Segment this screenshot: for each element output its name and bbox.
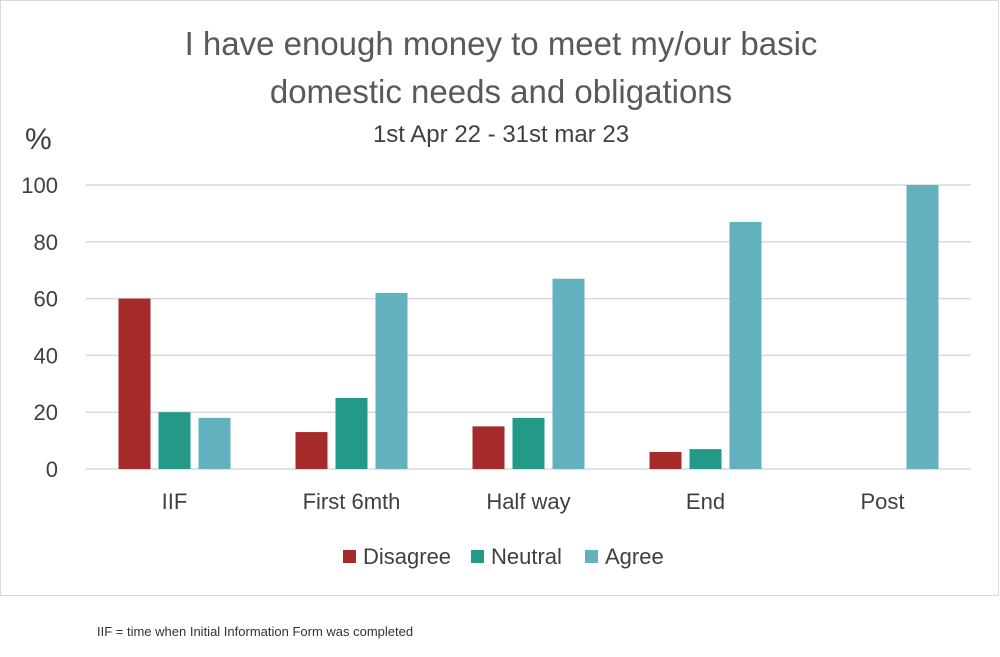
x-tick-label: First 6mth	[303, 489, 401, 514]
bar-agree-first-6mth	[375, 292, 408, 469]
x-tick-label: IIF	[162, 489, 188, 514]
legend: Disagree Neutral Agree	[343, 544, 664, 569]
bar-disagree-half-way	[472, 426, 505, 469]
footnote: IIF = time when Initial Information Form…	[97, 624, 414, 639]
bar-agree-half-way	[552, 278, 585, 469]
x-tick-label: End	[686, 489, 725, 514]
legend-swatch-neutral	[471, 550, 484, 563]
legend-swatch-disagree	[343, 550, 356, 563]
chart-title-line: domestic needs and obligations	[270, 73, 732, 110]
bar-agree-end	[729, 221, 762, 469]
bar-agree-post	[906, 185, 939, 469]
x-tick-label: Post	[860, 489, 904, 514]
legend-label-neutral: Neutral	[491, 544, 562, 569]
chart-subtitle: 1st Apr 22 - 31st mar 23	[373, 121, 629, 148]
x-tick-label: Half way	[486, 489, 570, 514]
y-tick-label: 60	[34, 287, 58, 312]
y-tick-label: 40	[34, 343, 58, 368]
y-tick-label: 0	[46, 457, 58, 482]
chart-title: I have enough money to meet my/our basic…	[185, 25, 818, 110]
bar-disagree-end	[649, 451, 682, 469]
bars	[118, 185, 939, 469]
y-axis-label: %	[25, 123, 52, 156]
bar-disagree-first-6mth	[295, 432, 328, 469]
bar-disagree-iif	[118, 298, 151, 469]
legend-label-agree: Agree	[605, 544, 664, 569]
bar-neutral-first-6mth	[335, 398, 368, 469]
chart-title-line: I have enough money to meet my/our basic	[185, 25, 818, 62]
bar-neutral-iif	[158, 412, 191, 469]
bar-neutral-half-way	[512, 417, 545, 469]
gridlines	[86, 184, 971, 470]
bar-agree-iif	[198, 417, 231, 469]
bar-neutral-end	[689, 449, 722, 469]
legend-swatch-agree	[585, 550, 598, 563]
y-tick-label: 20	[34, 400, 58, 425]
y-tick-labels: 0 20 40 60 80 100	[21, 173, 58, 482]
chart-frame: I have enough money to meet my/our basic…	[0, 0, 999, 596]
y-tick-label: 80	[34, 230, 58, 255]
bar-chart: I have enough money to meet my/our basic…	[21, 25, 971, 569]
x-tick-labels: IIF First 6mth Half way End Post	[162, 489, 905, 514]
y-tick-label: 100	[21, 173, 58, 198]
legend-label-disagree: Disagree	[363, 544, 451, 569]
